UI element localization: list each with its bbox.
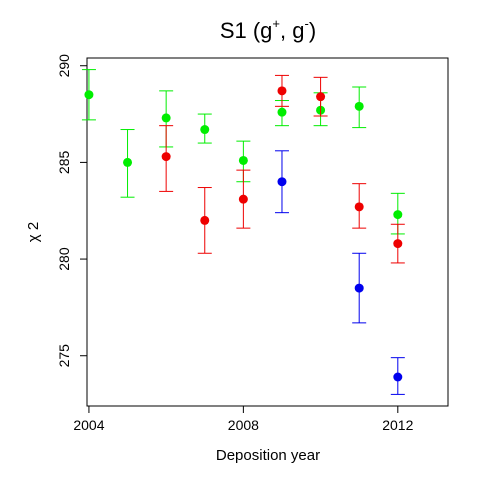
series-1 <box>81 69 405 235</box>
chart-title: S1 (g+, g-) <box>220 16 316 43</box>
x-axis-title: Deposition year <box>216 447 320 464</box>
series-3 <box>274 150 405 395</box>
data-point <box>200 125 210 135</box>
data-point <box>84 90 94 100</box>
data-point <box>238 194 248 204</box>
series-2 <box>159 74 405 264</box>
data-point <box>200 215 210 225</box>
x-tick-label: 2008 <box>228 417 259 433</box>
data-point <box>277 107 287 117</box>
data-point <box>161 113 171 123</box>
y-axis: 275 280 285 290 <box>56 54 88 368</box>
data-point <box>393 210 403 220</box>
x-tick-label: 2004 <box>73 417 104 433</box>
y-tick-label: 285 <box>56 151 72 175</box>
plot-frame <box>86 57 449 407</box>
data-point <box>238 155 248 165</box>
data-point <box>277 177 287 187</box>
data-point <box>354 202 364 212</box>
x-tick-label: 2012 <box>382 417 413 433</box>
data-point <box>316 92 326 102</box>
data-point <box>393 239 403 249</box>
x-axis: 2004 2008 2012 <box>73 405 414 433</box>
series-layer <box>81 69 405 395</box>
y-axis-title: χ 2 <box>25 222 42 242</box>
data-point <box>161 152 171 162</box>
data-point <box>393 372 403 382</box>
y-tick-label: 280 <box>56 247 72 271</box>
data-point <box>123 157 133 167</box>
y-tick-label: 290 <box>56 54 72 78</box>
data-point <box>354 283 364 293</box>
data-point <box>277 86 287 96</box>
y-tick-label: 275 <box>56 344 72 368</box>
data-point <box>354 101 364 111</box>
